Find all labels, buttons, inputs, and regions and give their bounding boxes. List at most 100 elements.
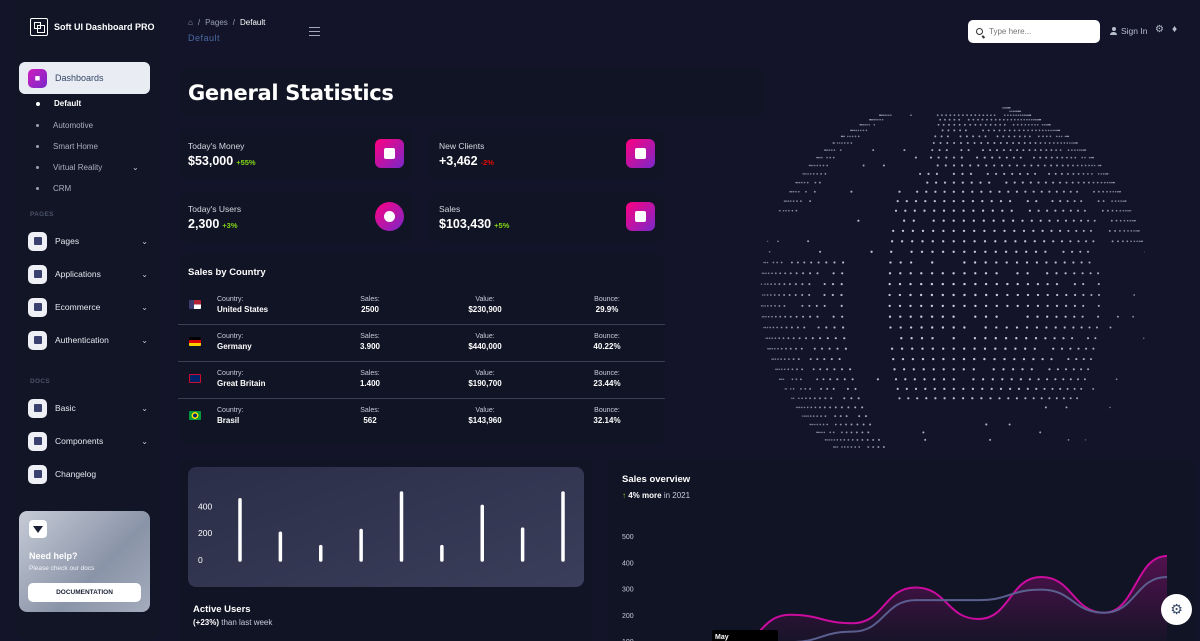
y-tick-label: 0 — [198, 555, 203, 565]
sidebar-item-authentication[interactable]: Authentication ⌄ — [28, 329, 148, 351]
sidebar-item-label: Pages — [55, 236, 80, 246]
subnav-label: CRM — [53, 184, 72, 193]
series-line — [792, 576, 1168, 641]
table-row: Country: Germany Sales: 3.900 Value: $440,0… — [178, 325, 665, 362]
settings-fab-gear-icon[interactable]: ⚙ — [1161, 594, 1192, 625]
help-subtitle: Please check our docs — [29, 565, 95, 572]
table-row: Country: United States Sales: 2500 Value: $… — [178, 288, 665, 325]
tools-icon — [28, 264, 47, 284]
home-icon[interactable]: ⌂ — [188, 18, 193, 27]
stat-value: $103,430 +5% — [439, 217, 510, 231]
sidebar-item-label: Changelog — [55, 469, 97, 479]
page-title: Default — [188, 33, 221, 43]
brand[interactable]: Soft UI Dashboard PRO — [30, 18, 155, 36]
tooltip-label: May — [715, 634, 729, 641]
sidebar: Soft UI Dashboard PRO ■ Dashboards Defau… — [16, 0, 160, 641]
y-tick-label: 400 — [622, 560, 634, 567]
sidebar-item-dashboards[interactable]: ■ Dashboards — [19, 62, 150, 94]
bell-icon[interactable]: ♦ — [1172, 24, 1178, 35]
sidebar-item-label: Basic — [55, 403, 76, 413]
stat-label: Sales — [439, 204, 461, 214]
chevron-down-icon: ⌄ — [141, 269, 148, 279]
card-title: Active Users — [193, 604, 251, 615]
chevron-down-icon: ⌄ — [132, 163, 139, 172]
germany-flag-icon — [189, 337, 201, 346]
y-tick-label: 200 — [622, 613, 634, 620]
bullet-icon — [36, 187, 39, 190]
sidebar-item-applications[interactable]: Applications ⌄ — [28, 263, 148, 285]
diamond-icon — [29, 520, 47, 538]
card-title: Sales overview — [622, 474, 691, 485]
active-users-card: 400 200 0 Active Users (+23%) than last we… — [178, 458, 593, 641]
signin-label: Sign In — [1121, 26, 1148, 36]
signin-link[interactable]: Sign In — [1110, 26, 1147, 36]
us-flag-icon — [189, 300, 201, 309]
sidebar-item-components[interactable]: Components ⌄ — [28, 430, 148, 452]
stat-label: New Clients — [439, 141, 485, 151]
stat-change: +5% — [494, 221, 510, 230]
subnav-smart-home[interactable]: Smart Home — [36, 142, 98, 151]
gear-icon[interactable]: ⚙ — [1155, 24, 1164, 35]
sidebar-item-pages[interactable]: Pages ⌄ — [28, 230, 148, 252]
stat-card-sales: Sales $103,430 +5% — [429, 192, 665, 242]
chevron-down-icon: ⌄ — [141, 335, 148, 345]
search-input[interactable] — [989, 27, 1089, 36]
subnav-label: Automotive — [53, 121, 94, 130]
subnav-crm[interactable]: CRM — [36, 184, 71, 193]
main-title: General Statistics — [188, 81, 394, 105]
search-box[interactable] — [968, 20, 1100, 43]
stat-label: Today's Users — [188, 204, 242, 214]
globe-illustration — [760, 107, 1145, 448]
card-subtitle: ↑ 4% more in 2021 — [622, 491, 691, 500]
y-tick-label: 200 — [198, 528, 212, 538]
brazil-flag-icon — [189, 411, 201, 420]
sidebar-item-label: Applications — [55, 269, 101, 279]
sidebar-item-label: Dashboards — [55, 73, 104, 83]
subnav-label: Virtual Reality — [53, 163, 103, 172]
document-icon — [28, 330, 47, 350]
sales-by-country-card: Sales by Country Country: United States S… — [178, 254, 665, 444]
money-icon — [375, 139, 404, 168]
stat-label: Today's Money — [188, 141, 245, 151]
search-icon — [976, 28, 983, 35]
documentation-button[interactable]: DOCUMENTATION — [28, 583, 141, 602]
chevron-down-icon: ⌄ — [141, 302, 148, 312]
subnav-automotive[interactable]: Automotive — [36, 121, 93, 130]
sidebar-item-basic[interactable]: Basic ⌄ — [28, 397, 148, 419]
y-tick-label: 300 — [622, 587, 634, 594]
breadcrumb-current: Default — [240, 18, 266, 27]
stat-card-users: Today's Users 2,300 +3% — [178, 192, 414, 242]
breadcrumb-pages[interactable]: Pages — [205, 18, 228, 27]
sidebar-item-changelog[interactable]: Changelog — [28, 463, 148, 485]
arrow-up-icon: ↑ — [622, 491, 626, 500]
brand-name: Soft UI Dashboard PRO — [54, 22, 155, 32]
bar-chart-panel: 400 200 0 — [188, 467, 584, 587]
general-statistics-card: General Statistics — [178, 68, 766, 117]
card-subtitle: (+23%) than last week — [193, 618, 273, 627]
credit-card-icon — [28, 464, 47, 484]
sidebar-item-ecommerce[interactable]: Ecommerce ⌄ — [28, 296, 148, 318]
bullet-icon — [36, 124, 39, 127]
card-title: Sales by Country — [188, 267, 266, 278]
bullet-icon — [36, 101, 40, 106]
stat-change: +55% — [236, 158, 256, 167]
stat-value: $53,000 +55% — [188, 154, 256, 168]
menu-toggle-icon[interactable] — [309, 27, 320, 38]
y-tick-label: 100 — [622, 639, 634, 641]
y-tick-label: 400 — [198, 501, 212, 511]
subnav-default[interactable]: Default — [36, 99, 81, 108]
series-area — [727, 556, 1167, 641]
uk-flag-icon — [189, 374, 201, 383]
subnav-virtual-reality[interactable]: Virtual Reality ⌄ — [36, 163, 139, 172]
cart-icon — [626, 202, 655, 231]
stat-card-clients: New Clients +3,462 -2% — [429, 129, 665, 179]
user-card-icon — [626, 139, 655, 168]
table-row: Country: Brasil Sales: 562 Value: $143,960 … — [178, 399, 665, 436]
chevron-down-icon: ⌄ — [141, 403, 148, 413]
globe-icon — [375, 202, 404, 231]
sidebar-item-label: Components — [55, 436, 104, 446]
sales-overview-chart: 500 400 300 200 100 May — [622, 534, 1168, 641]
stat-card-money: Today's Money $53,000 +55% — [178, 129, 414, 179]
stat-value: +3,462 -2% — [439, 154, 494, 168]
subnav-label: Smart Home — [53, 142, 98, 151]
